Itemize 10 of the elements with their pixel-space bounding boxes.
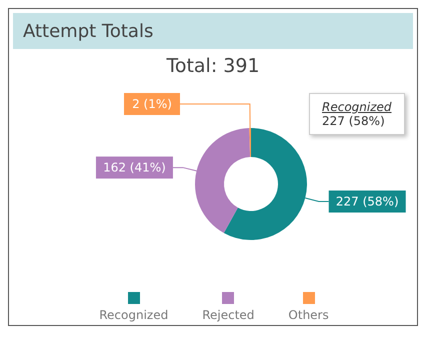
legend-label: Others xyxy=(288,308,329,322)
chart-title: Attempt Totals xyxy=(13,13,413,49)
data-label: 2 (1%) xyxy=(132,97,172,112)
text: Recognized xyxy=(322,100,392,114)
data-label: 162 (41%) xyxy=(103,160,166,175)
legend-label: Recognized xyxy=(99,308,168,322)
text: 227 (58%) xyxy=(322,114,386,128)
legend-label: Rejected xyxy=(202,308,254,322)
chart-subtitle: Total: 391 xyxy=(165,55,261,77)
data-label: 227 (58%) xyxy=(336,194,399,209)
